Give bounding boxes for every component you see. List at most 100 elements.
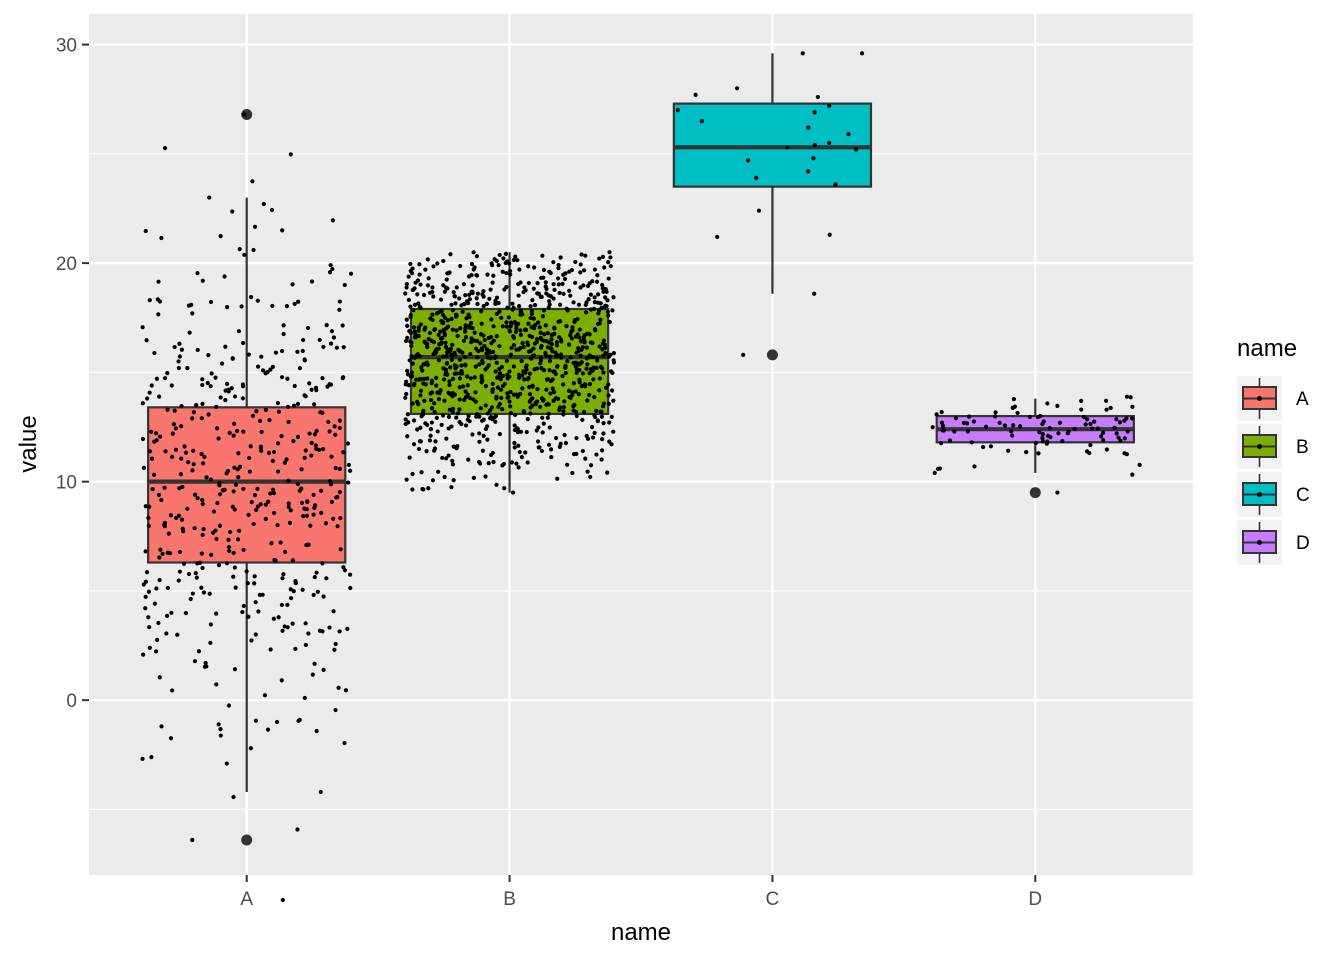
jitter-point xyxy=(1055,490,1060,495)
jitter-point xyxy=(143,504,148,509)
jitter-point xyxy=(179,403,184,409)
jitter-point xyxy=(421,381,426,386)
jitter-point xyxy=(600,437,605,442)
jitter-point xyxy=(337,307,342,312)
jitter-point xyxy=(611,358,616,363)
jitter-point xyxy=(416,377,422,382)
jitter-point xyxy=(557,302,563,307)
jitter-point xyxy=(207,591,212,596)
jitter-point xyxy=(827,103,832,108)
jitter-point xyxy=(478,461,483,466)
jitter-point xyxy=(528,398,533,403)
jitter-point xyxy=(583,302,588,307)
jitter-point xyxy=(146,523,151,529)
jitter-point xyxy=(466,413,471,419)
jitter-point xyxy=(605,298,610,303)
jitter-point xyxy=(299,500,304,506)
jitter-point xyxy=(454,446,459,451)
jitter-point xyxy=(568,293,573,298)
jitter-point xyxy=(146,615,151,620)
jitter-point xyxy=(432,327,437,332)
jitter-point xyxy=(497,366,502,372)
jitter-point xyxy=(444,436,449,441)
jitter-point xyxy=(526,321,531,326)
jitter-point xyxy=(592,430,597,435)
jitter-point xyxy=(934,412,939,417)
jitter-point xyxy=(451,478,456,483)
jitter-point xyxy=(302,506,307,511)
jitter-point xyxy=(269,541,274,546)
jitter-point xyxy=(306,631,311,636)
jitter-point xyxy=(300,587,305,592)
jitter-point xyxy=(341,345,346,350)
jitter-point xyxy=(259,448,264,453)
jitter-point xyxy=(311,512,316,517)
jitter-point xyxy=(318,789,323,795)
jitter-point xyxy=(538,361,543,366)
jitter-point xyxy=(340,323,345,328)
jitter-point xyxy=(1104,407,1109,412)
jitter-point xyxy=(969,440,974,445)
jitter-point xyxy=(404,477,409,482)
jitter-point xyxy=(432,401,437,406)
jitter-point xyxy=(267,418,272,423)
jitter-point xyxy=(289,596,294,601)
jitter-point xyxy=(296,299,301,304)
jitter-point xyxy=(193,570,198,576)
jitter-point xyxy=(577,380,582,385)
jitter-point xyxy=(513,329,519,334)
jitter-point xyxy=(153,649,159,654)
jitter-point xyxy=(206,412,211,417)
jitter-point xyxy=(587,281,592,286)
jitter-point xyxy=(231,433,236,438)
jitter-point xyxy=(457,376,463,381)
jitter-point xyxy=(474,273,480,278)
jitter-point xyxy=(174,515,179,521)
jitter-point xyxy=(445,350,450,355)
jitter-point xyxy=(590,340,595,346)
jitter-point xyxy=(331,609,336,614)
jitter-point xyxy=(163,449,168,454)
jitter-point xyxy=(427,438,433,443)
jitter-point xyxy=(508,410,514,416)
jitter-point xyxy=(190,468,195,473)
jitter-point xyxy=(290,621,295,626)
jitter-point xyxy=(1037,430,1042,435)
jitter-point xyxy=(232,394,238,399)
jitter-point xyxy=(521,369,526,374)
jitter-point xyxy=(482,344,487,349)
jitter-point xyxy=(157,434,163,439)
jitter-point xyxy=(581,283,586,288)
jitter-point xyxy=(449,424,454,429)
jitter-point xyxy=(462,354,467,359)
jitter-point xyxy=(584,366,589,371)
jitter-point xyxy=(272,557,277,563)
jitter-point xyxy=(154,438,159,443)
jitter-point xyxy=(440,312,446,317)
jitter-point xyxy=(406,383,411,388)
jitter-point xyxy=(311,592,316,598)
jitter-point xyxy=(320,561,325,566)
jitter-point xyxy=(493,413,499,419)
jitter-point xyxy=(220,488,225,493)
jitter-point xyxy=(1122,436,1127,441)
jitter-point xyxy=(932,470,937,476)
legend-label: D xyxy=(1296,533,1310,554)
jitter-point xyxy=(248,444,253,449)
jitter-point xyxy=(199,451,204,457)
jitter-point xyxy=(422,339,427,344)
box-a xyxy=(147,109,347,846)
jitter-point xyxy=(335,524,340,529)
jitter-point xyxy=(562,399,567,404)
jitter-point xyxy=(517,267,522,272)
jitter-point xyxy=(481,417,486,422)
jitter-point xyxy=(156,492,162,498)
jitter-point xyxy=(518,391,523,397)
jitter-point xyxy=(233,482,239,487)
jitter-point xyxy=(409,370,414,375)
jitter-point xyxy=(217,483,222,488)
jitter-point xyxy=(439,309,444,314)
jitter-point xyxy=(444,360,450,366)
jitter-point xyxy=(416,325,421,330)
jitter-point xyxy=(279,348,285,354)
